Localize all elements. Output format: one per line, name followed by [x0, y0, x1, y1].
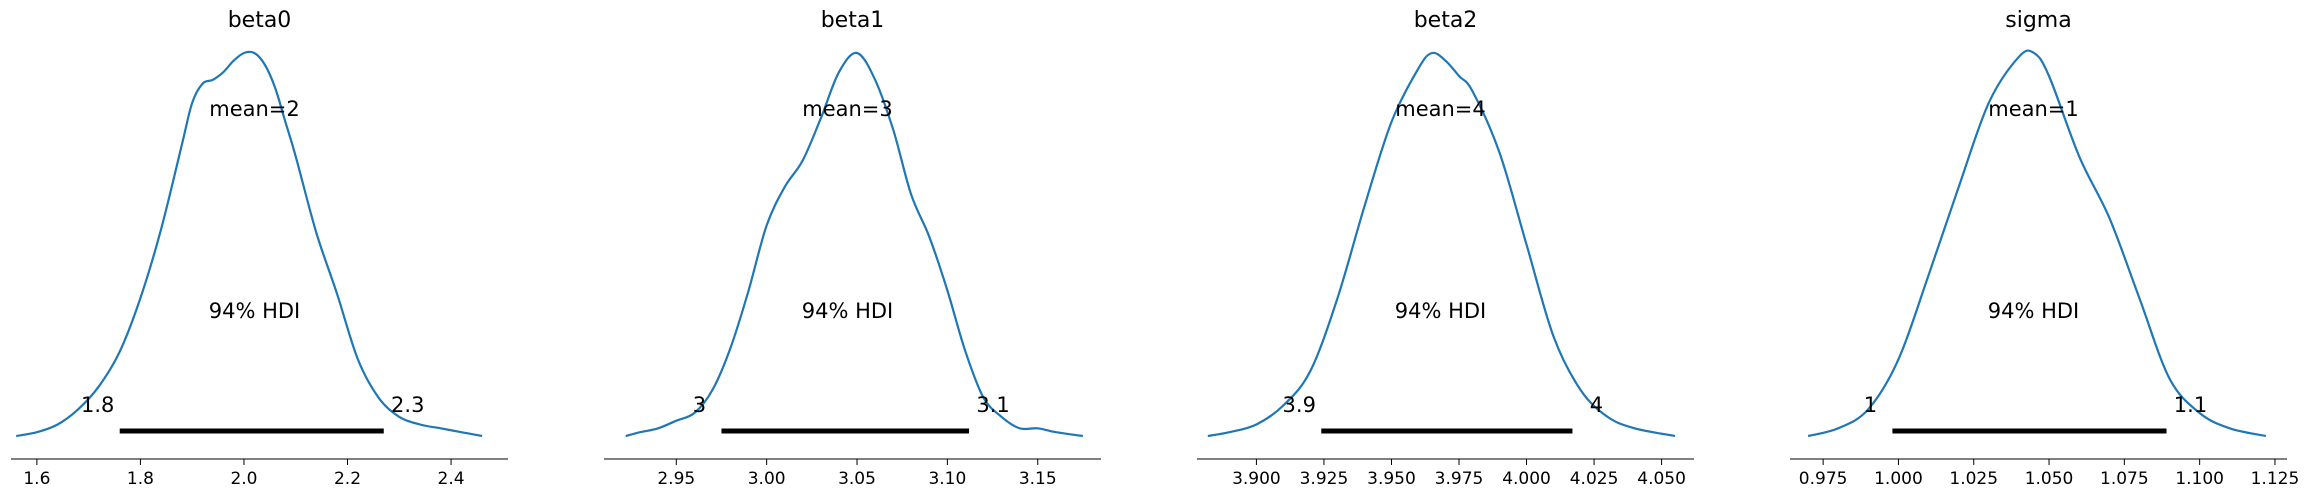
x-tick-label: 2.0 [230, 469, 257, 489]
panel-beta0: beta0 1.6 1.8 2.0 2.2 2.4 mean=2 94% HDI 1.8 2.3 [11, 8, 508, 489]
x-tick-label: 1.050 [2025, 469, 2074, 489]
hdi-high-label: 1.1 [2174, 393, 2207, 417]
hdi-label: 94% HDI [1988, 299, 2080, 323]
mean-label: mean=1 [1988, 97, 2079, 121]
panel-sigma: sigma 0.975 1.000 1.025 1.050 1.075 1.100 1.125… [1790, 8, 2299, 489]
hdi-low-label: 3 [693, 393, 706, 417]
mean-label: mean=3 [802, 97, 893, 121]
x-tick-label: 4.025 [1570, 469, 1619, 489]
x-tick-label: 3.10 [928, 469, 966, 489]
mean-label: mean=4 [1395, 97, 1486, 121]
panel-beta2: beta2 3.900 3.925 3.950 3.975 4.000 4.025 4.050… [1197, 8, 1694, 489]
x-tick-label: 1.075 [2100, 469, 2149, 489]
x-tick-label: 4.000 [1502, 469, 1551, 489]
x-tick-label: 0.975 [1799, 469, 1848, 489]
hdi-high-label: 3.1 [976, 393, 1009, 417]
panel-title: beta0 [228, 8, 292, 33]
hdi-low-label: 3.9 [1283, 393, 1316, 417]
hdi-low-label: 1 [1864, 393, 1877, 417]
hdi-high-label: 4 [1590, 393, 1603, 417]
x-tick-label: 2.4 [438, 469, 465, 489]
density-line [1207, 51, 1676, 438]
x-tick-label: 1.025 [1949, 469, 1998, 489]
density-line [625, 51, 1084, 438]
x-tick-label: 3.05 [838, 469, 876, 489]
panel-title: beta2 [1414, 8, 1478, 33]
x-tick-label: 1.6 [23, 469, 50, 489]
x-tick-label: 4.050 [1637, 469, 1686, 489]
x-tick-label: 1.8 [127, 469, 154, 489]
x-tick-label: 2.2 [334, 469, 361, 489]
hdi-high-label: 2.3 [391, 393, 424, 417]
x-tick-label: 3.950 [1367, 469, 1416, 489]
x-tick-label: 1.000 [1874, 469, 1923, 489]
mean-label: mean=2 [209, 97, 300, 121]
x-tick-label: 2.95 [657, 469, 695, 489]
hdi-label: 94% HDI [1395, 299, 1487, 323]
hdi-label: 94% HDI [802, 299, 894, 323]
hdi-low-label: 1.8 [81, 393, 114, 417]
x-tick-label: 1.100 [2175, 469, 2224, 489]
x-tick-label: 1.125 [2251, 469, 2300, 489]
x-tick-label: 3.925 [1300, 469, 1349, 489]
x-tick-label: 3.975 [1435, 469, 1484, 489]
x-tick-label: 3.15 [1019, 469, 1057, 489]
panel-title: beta1 [821, 8, 885, 33]
x-tick-label: 3.00 [748, 469, 786, 489]
x-tick-label: 3.900 [1232, 469, 1281, 489]
panel-title: sigma [2005, 8, 2071, 33]
density-line [1807, 49, 2267, 438]
density-line [16, 50, 483, 438]
hdi-label: 94% HDI [209, 299, 301, 323]
panel-beta1: beta1 2.95 3.00 3.05 3.10 3.15 mean=3 94% HDI 3 3… [604, 8, 1101, 489]
